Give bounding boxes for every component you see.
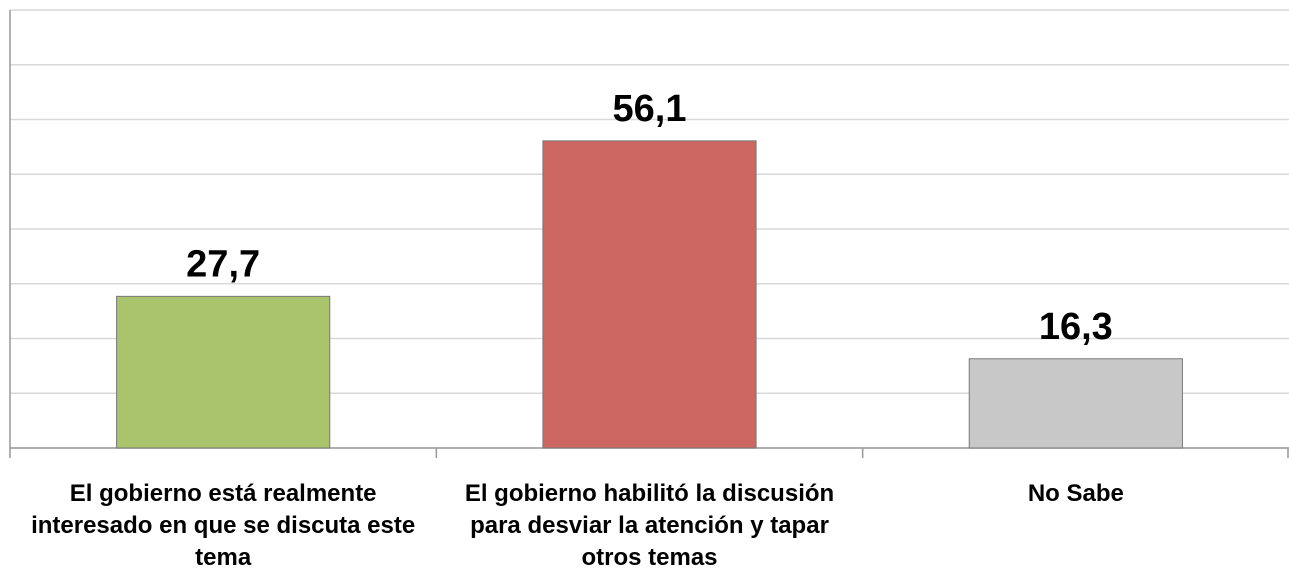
bar (116, 295, 331, 449)
bar (542, 140, 757, 449)
x-tick-label: El gobierno habilitó la discusión para d… (464, 480, 835, 571)
value-label: 16,3 (1039, 306, 1113, 348)
value-label: 27,7 (186, 243, 260, 285)
x-tick-label: No Sabe (1027, 480, 1124, 507)
x-tick-label: El gobierno está realmente interesado en… (31, 480, 416, 571)
bar (968, 358, 1183, 449)
value-label: 56,1 (613, 88, 687, 130)
